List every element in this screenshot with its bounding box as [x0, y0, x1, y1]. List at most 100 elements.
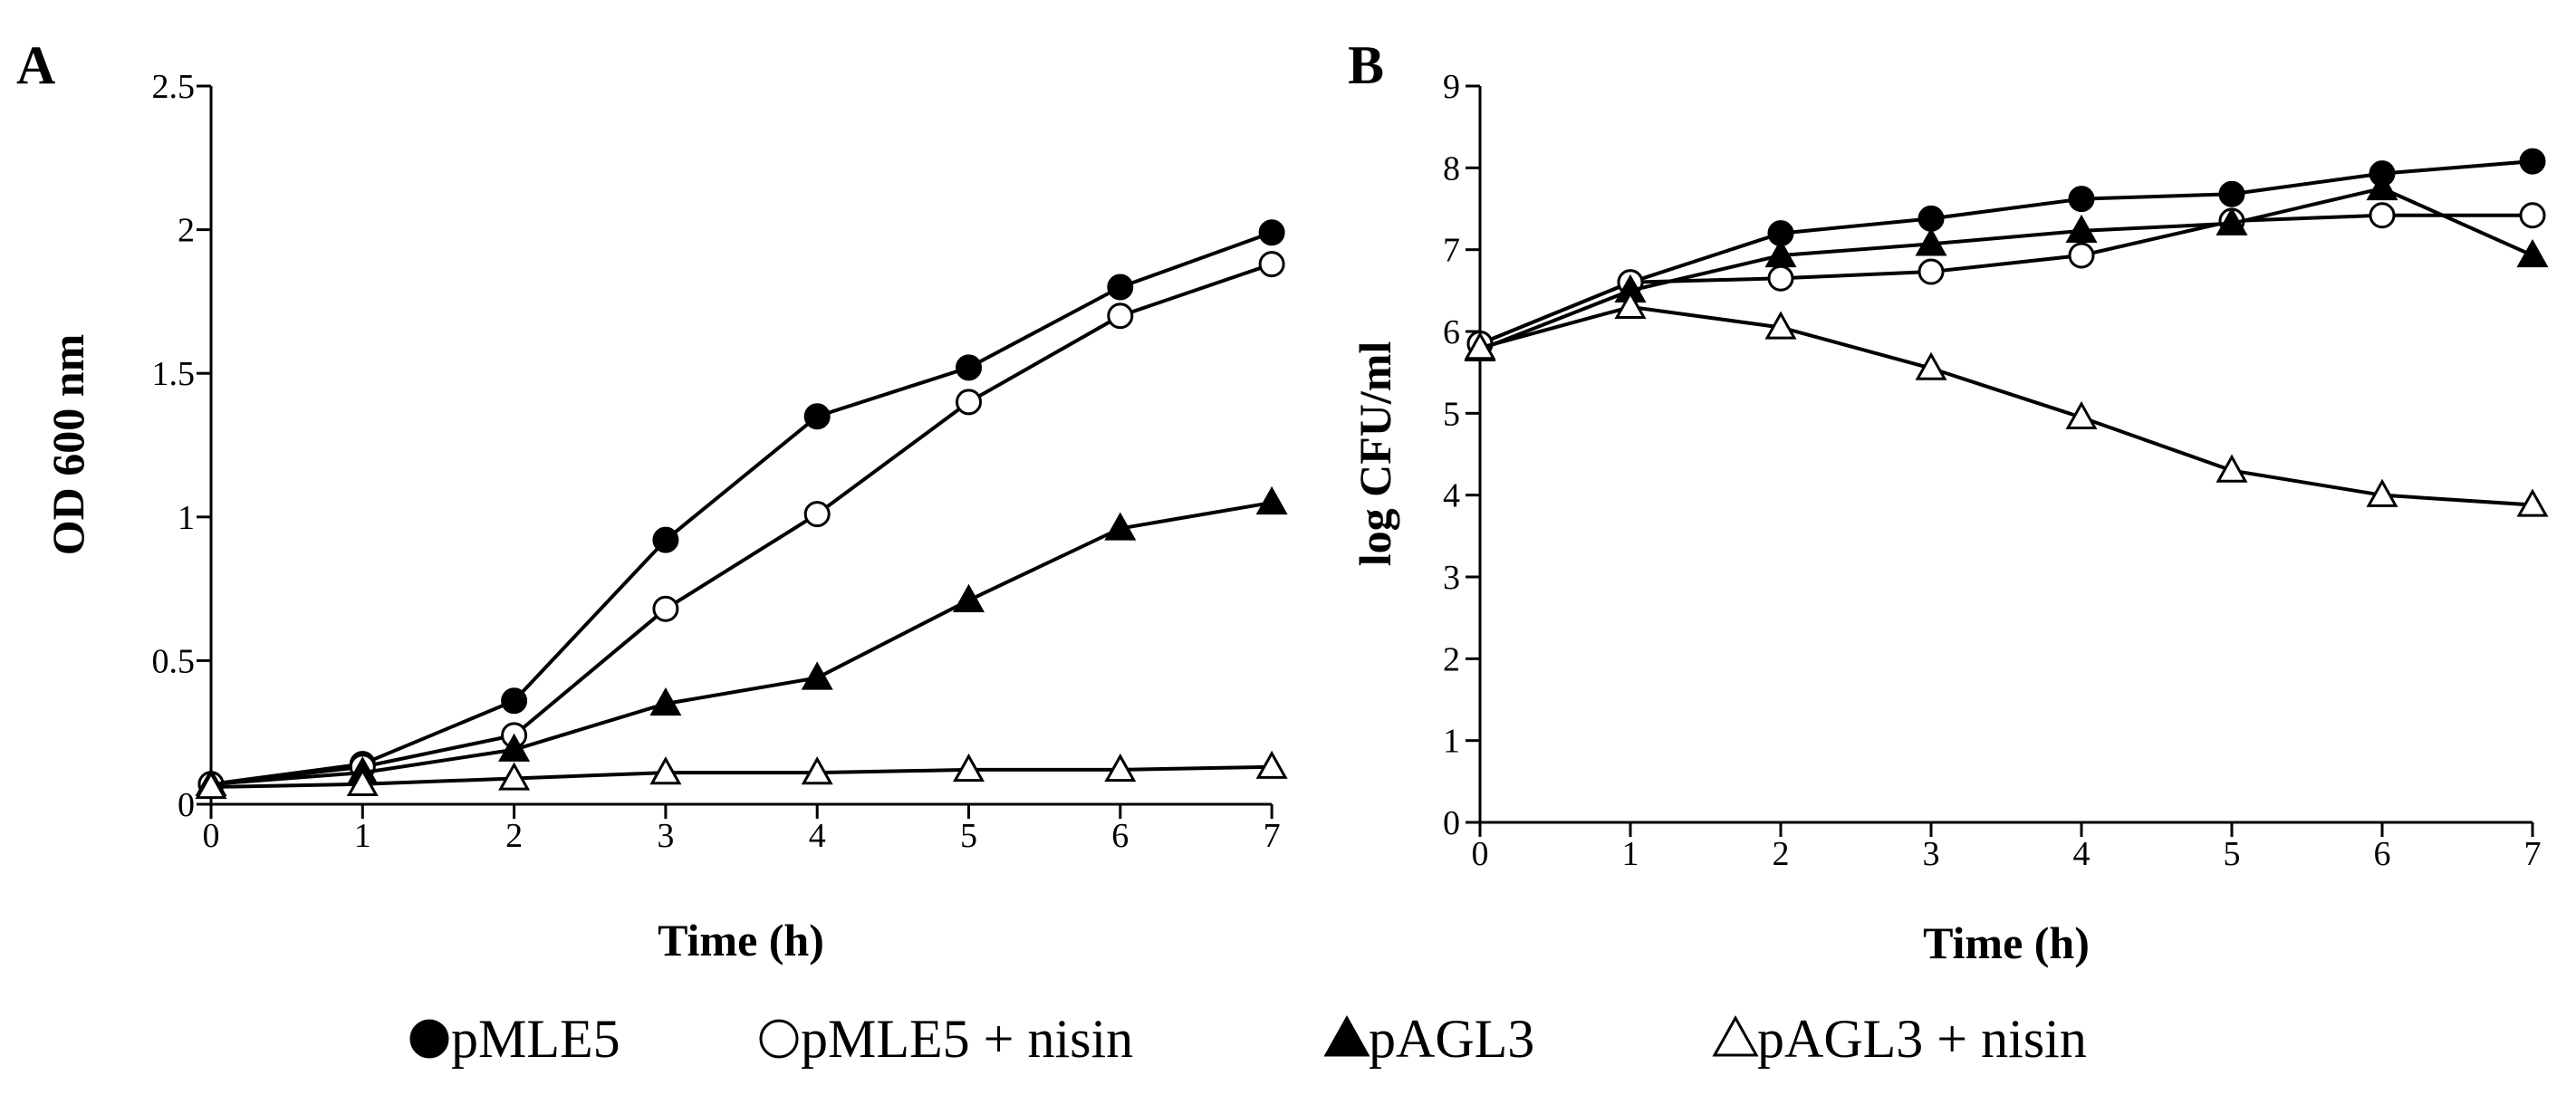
- legend-marker-filled-circle: [409, 1019, 449, 1059]
- panel-b-data-point: [1915, 351, 1947, 380]
- panel-a-series-line: [210, 500, 1273, 786]
- panel-a-data-point: [803, 501, 831, 528]
- panel-a-data-point: [649, 756, 682, 785]
- panel-b-x-tick-label: 3: [1923, 835, 1940, 873]
- panel-a-series-line: [210, 262, 1273, 786]
- panel-b-data-point: [2516, 488, 2549, 517]
- panel-a-x-tick-label: 4: [809, 817, 826, 855]
- panel-b-y-tick-label: 7: [1443, 232, 1460, 270]
- panel-a-x-tick-label: 0: [203, 817, 220, 855]
- legend-label: pAGL3 + nisin: [1757, 1009, 2087, 1069]
- panel-b-series-4: [1464, 290, 2549, 517]
- panel-b-data-point: [2366, 478, 2398, 507]
- panel-b-x-tick-label: 5: [2224, 835, 2241, 873]
- panel-b-series-line: [1479, 159, 2533, 346]
- panel-b-x-ticks: 0 1 2 3 4 5 6 7: [1472, 822, 2542, 873]
- panel-a-data-point: [195, 770, 227, 800]
- panel-a-data-point: [1258, 251, 1285, 278]
- panel-b-y-tick-label: 9: [1443, 68, 1460, 106]
- panel-a-data-point: [801, 756, 833, 785]
- panel-b-data-point: [2065, 400, 2098, 430]
- panel-a-data-point: [1104, 512, 1137, 541]
- panel-b-x-tick-label: 1: [1622, 835, 1639, 873]
- panel-b-series-line: [1479, 304, 2533, 507]
- panel-a-x-ticks: 0 1 2 3 4 5 6 7: [203, 804, 1281, 855]
- panel-b-y-tick-label: 0: [1443, 804, 1460, 842]
- panel-b-data-point: [1614, 290, 1647, 320]
- panel-b-data-point: [1918, 258, 1945, 285]
- legend-item: pMLE5: [409, 1009, 620, 1069]
- panel-b-x-tick-label: 4: [2073, 835, 2091, 873]
- panel-b-data-point: [2366, 171, 2398, 201]
- panel-b-data-point: [1464, 331, 1496, 360]
- panel-b-data-point: [1764, 311, 1797, 340]
- panel-b-data-point: [2218, 180, 2245, 207]
- panel-b-series: [1464, 148, 2549, 517]
- panel-a-data-point: [346, 767, 379, 796]
- panel-b-x-axis-title: Time (h): [1923, 917, 2090, 968]
- legend-marker-open-circle: [759, 1019, 799, 1059]
- legend-label: pAGL3: [1369, 1009, 1534, 1069]
- panel-b-y-tick-label: 3: [1443, 559, 1460, 597]
- panel-a-data-point: [1107, 303, 1134, 330]
- legend-label: pMLE5 + nisin: [801, 1009, 1133, 1069]
- legend-item: pAGL3: [1323, 1009, 1534, 1069]
- panel-a-data-point: [649, 687, 682, 716]
- panel-b-y-tick-label: 5: [1443, 395, 1460, 433]
- panel-a-data-point: [652, 595, 679, 622]
- panel-a-y-tick-label: 2.5: [152, 68, 196, 106]
- panel-b-data-point: [2068, 186, 2095, 213]
- panel-b-data-point: [2519, 202, 2546, 229]
- legend-label: pMLE5: [451, 1009, 620, 1069]
- panel-b-data-point: [2216, 454, 2248, 483]
- legend-item: pAGL3 + nisin: [1712, 1009, 2087, 1069]
- panel-a-y-axis-title: OD 600 nm: [43, 334, 93, 555]
- panel-b-data-point: [1764, 238, 1797, 268]
- panel-a-data-point: [1255, 750, 1288, 779]
- panel-a-series-line: [210, 230, 1273, 786]
- panel-b-data-point: [2065, 214, 2098, 244]
- panel-b-series-line: [1479, 186, 2533, 351]
- panel-a: A 0 0.5 1 1.5 2 2.5 0 1 2 3 4 5 6 7 Time (h) OD 600 …: [16, 35, 1288, 965]
- panel-a-y-tick-label: 2: [178, 212, 195, 250]
- panel-a-data-point: [1258, 219, 1285, 246]
- panel-b-data-point: [2516, 238, 2549, 268]
- panel-b-y-axis-title: log CFU/ml: [1350, 341, 1400, 567]
- panel-a-series: [195, 219, 1288, 800]
- panel-a-data-point: [498, 762, 531, 791]
- panel-a-y-tick-label: 1.5: [152, 355, 196, 393]
- panel-a-series-4: [195, 750, 1288, 800]
- panel-b-data-point: [2068, 242, 2095, 269]
- panel-b-letter: B: [1348, 35, 1384, 95]
- panel-a-x-tick-label: 1: [354, 817, 371, 855]
- panel-a-data-point: [1104, 753, 1137, 783]
- panel-b-data-point: [1767, 264, 1794, 292]
- panel-a-data-point: [956, 354, 982, 381]
- panel-a-data-point: [952, 583, 985, 612]
- panel-a-x-tick-label: 7: [1264, 817, 1281, 855]
- panel-a-y-ticks: 0 0.5 1 1.5 2 2.5: [152, 68, 211, 824]
- panel-a-x-tick-label: 3: [657, 817, 674, 855]
- panel-a-x-axis-title: Time (h): [658, 915, 824, 965]
- panel-a-data-point: [498, 733, 531, 762]
- legend-item: pMLE5 + nisin: [759, 1009, 1133, 1069]
- panel-a-y-tick-label: 1: [178, 499, 195, 537]
- panel-b-y-tick-label: 6: [1443, 313, 1460, 351]
- panel-a-data-point: [801, 661, 833, 690]
- panel-b-data-point: [2216, 206, 2248, 235]
- panel-b: B 0 1 2 3 4 5 6 7 8 9 0 1 2 3 4 5 6 7 Time (h) log CFU/m…: [1348, 35, 2549, 968]
- panel-b-series-line: [1479, 213, 2533, 346]
- panel-a-y-tick-label: 0: [178, 786, 195, 824]
- panel-b-x-tick-label: 0: [1472, 835, 1489, 873]
- panel-b-data-point: [1915, 227, 1947, 256]
- panel-b-x-tick-label: 6: [2374, 835, 2391, 873]
- panel-a-data-point: [1107, 274, 1134, 301]
- panel-a-data-point: [652, 526, 679, 553]
- panel-a-data-point: [803, 403, 831, 430]
- legend: pMLE5 pMLE5 + nisin pAGL3 pAGL3 + nisin: [409, 1009, 2087, 1069]
- panel-b-y-tick-label: 4: [1443, 477, 1460, 515]
- panel-a-x-tick-label: 2: [505, 817, 523, 855]
- panel-a-data-point: [1255, 485, 1288, 515]
- panel-b-x-tick-label: 2: [1773, 835, 1790, 873]
